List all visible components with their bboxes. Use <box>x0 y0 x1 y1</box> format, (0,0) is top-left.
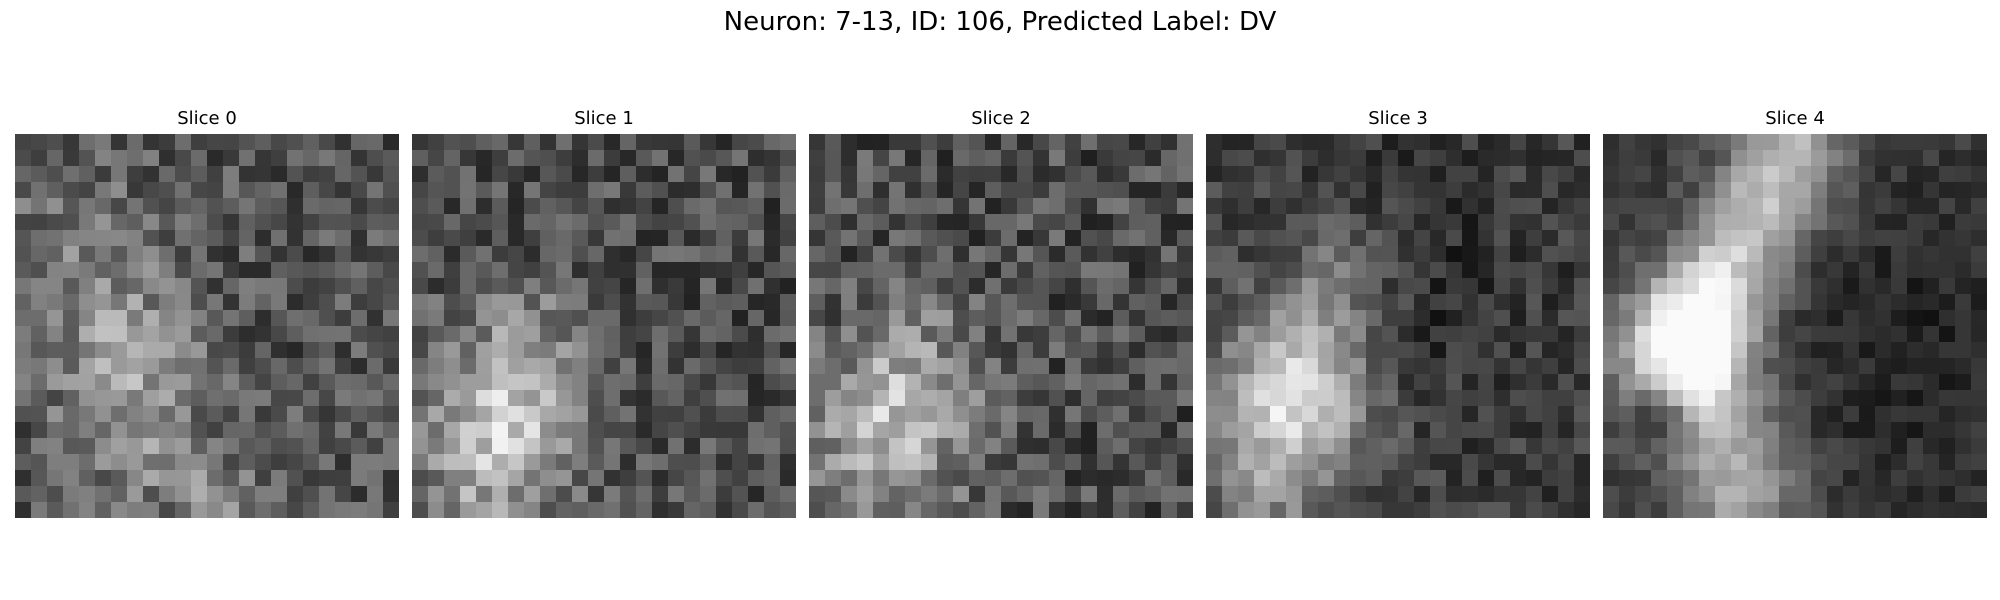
slice-image <box>1603 134 1987 518</box>
slice-image <box>1206 134 1590 518</box>
slice-title: Slice 3 <box>1368 108 1428 129</box>
slice-title: Slice 2 <box>971 108 1031 129</box>
slice-image <box>412 134 796 518</box>
slice-panel-2: Slice 2 <box>809 108 1193 518</box>
slice-panel-3: Slice 3 <box>1206 108 1590 518</box>
slice-panel-1: Slice 1 <box>412 108 796 518</box>
slice-image <box>15 134 399 518</box>
slice-title: Slice 1 <box>574 108 634 129</box>
slice-title: Slice 4 <box>1765 108 1825 129</box>
slice-image <box>809 134 1193 518</box>
slice-panel-4: Slice 4 <box>1603 108 1987 518</box>
slice-panel-0: Slice 0 <box>15 108 399 518</box>
slice-title: Slice 0 <box>177 108 237 129</box>
figure-title: Neuron: 7-13, ID: 106, Predicted Label: … <box>723 7 1277 37</box>
